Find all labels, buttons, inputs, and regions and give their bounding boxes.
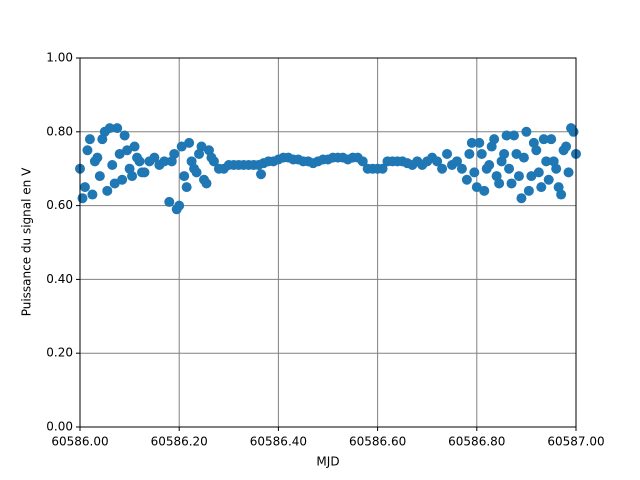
point xyxy=(117,174,128,185)
point xyxy=(432,156,443,167)
point xyxy=(104,123,115,134)
point xyxy=(206,152,217,163)
point xyxy=(484,160,495,171)
point xyxy=(127,171,138,182)
point xyxy=(568,126,579,137)
point xyxy=(82,145,93,156)
point xyxy=(474,137,485,148)
point xyxy=(533,167,544,178)
point xyxy=(509,130,519,141)
x-tick-label: 60586.60 xyxy=(349,435,406,449)
points xyxy=(75,123,581,215)
point xyxy=(466,137,477,148)
point xyxy=(456,163,467,174)
point xyxy=(464,148,475,159)
point xyxy=(357,156,368,167)
point xyxy=(518,152,529,163)
point xyxy=(377,163,388,174)
x-axis-label: MJD xyxy=(316,455,339,469)
point xyxy=(114,148,125,159)
point xyxy=(541,156,552,167)
point xyxy=(469,167,480,178)
point xyxy=(137,167,147,178)
point xyxy=(132,152,143,163)
point xyxy=(471,182,482,193)
point xyxy=(166,156,177,167)
point xyxy=(79,182,90,193)
point xyxy=(181,182,192,193)
point xyxy=(501,130,512,141)
point xyxy=(442,148,453,159)
point xyxy=(179,171,190,182)
y-tick-label: 0.20 xyxy=(46,346,73,360)
labels: 60586.00 60586.20 60586.40 60586.60 60586.80… xyxy=(46,51,604,449)
point xyxy=(499,148,510,159)
x-tick-label: 60586.20 xyxy=(151,435,208,449)
grid xyxy=(79,57,577,428)
plot-frame xyxy=(79,57,577,428)
point xyxy=(523,185,534,196)
point xyxy=(521,126,532,137)
point xyxy=(102,185,113,196)
point xyxy=(513,171,524,182)
point xyxy=(437,163,448,174)
x-tick-label: 60586.80 xyxy=(448,435,505,449)
point xyxy=(451,156,462,167)
point xyxy=(196,141,207,152)
point xyxy=(546,134,557,145)
y-tick-label: 0.00 xyxy=(46,420,73,434)
y-tick-label: 0.60 xyxy=(46,198,73,212)
point xyxy=(543,174,554,185)
point xyxy=(84,134,95,145)
point xyxy=(528,137,539,148)
point xyxy=(191,167,202,178)
point xyxy=(538,134,549,145)
point xyxy=(186,156,197,167)
y-tick-label: 0.80 xyxy=(46,124,73,138)
point xyxy=(107,160,118,171)
point xyxy=(494,178,505,189)
point xyxy=(164,196,175,207)
point xyxy=(77,193,88,204)
point xyxy=(97,134,108,145)
y-tick-label: 1.00 xyxy=(46,51,73,65)
point xyxy=(504,163,515,174)
y-axis-label: Puissance du signal en V xyxy=(20,167,34,316)
point xyxy=(94,171,105,182)
point xyxy=(92,152,103,163)
point xyxy=(201,178,212,189)
y-tick-label: 0.40 xyxy=(46,272,73,286)
point xyxy=(479,185,490,196)
point xyxy=(516,193,527,204)
point xyxy=(171,204,182,215)
point xyxy=(129,141,140,152)
point xyxy=(526,171,537,182)
point xyxy=(548,156,559,167)
point xyxy=(489,134,500,145)
point xyxy=(176,141,187,152)
point xyxy=(506,178,517,189)
point xyxy=(476,148,487,159)
point xyxy=(511,148,522,159)
x-tick-label: 60586.00 xyxy=(51,435,108,449)
x-tick-label: 60586.40 xyxy=(250,435,307,449)
point xyxy=(563,167,574,178)
point xyxy=(149,152,160,163)
point xyxy=(558,145,569,156)
point xyxy=(87,189,98,200)
point xyxy=(159,156,170,167)
point xyxy=(112,123,123,134)
point xyxy=(256,169,267,180)
point xyxy=(184,137,195,148)
point xyxy=(119,130,130,141)
point xyxy=(109,178,120,189)
point xyxy=(461,174,472,185)
x-tick-label: 60587.00 xyxy=(547,435,604,449)
point xyxy=(553,182,564,193)
point xyxy=(122,145,133,156)
point xyxy=(536,182,547,193)
